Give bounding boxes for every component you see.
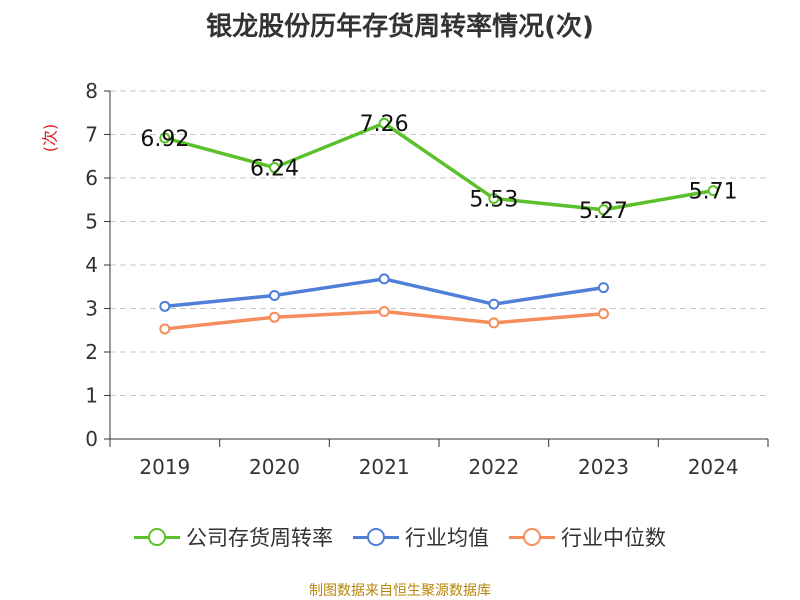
x-tick-label: 2019 bbox=[139, 455, 190, 479]
x-tick-label: 2023 bbox=[578, 455, 629, 479]
y-tick-label: 4 bbox=[85, 253, 98, 277]
data-label: 5.53 bbox=[469, 187, 518, 212]
data-label: 7.26 bbox=[360, 112, 409, 137]
legend-marker-industry-median bbox=[509, 527, 555, 547]
data-point-0 bbox=[159, 132, 171, 144]
data-point-1 bbox=[378, 273, 390, 285]
x-tick-label: 2021 bbox=[359, 455, 410, 479]
legend-item-industry-median[interactable]: 行业中位数 bbox=[509, 522, 666, 552]
legend-marker-company bbox=[134, 527, 180, 547]
y-tick-label: 8 bbox=[85, 79, 98, 103]
data-point-1 bbox=[269, 289, 280, 301]
data-point-1 bbox=[159, 300, 171, 312]
y-tick-label: 2 bbox=[85, 340, 98, 364]
data-point-2 bbox=[598, 308, 609, 320]
source-footer: 制图数据来自恒生聚源数据库 bbox=[309, 583, 491, 599]
legend-item-company[interactable]: 公司存货周转率 bbox=[134, 522, 333, 552]
y-tick-label: 0 bbox=[85, 427, 98, 451]
data-point-0 bbox=[269, 162, 280, 174]
y-tick-label: 1 bbox=[85, 384, 98, 408]
data-label: 6.24 bbox=[250, 157, 299, 182]
legend: 公司存货周转率 行业均值 行业中位数 bbox=[0, 520, 800, 554]
x-tick-label: 2024 bbox=[688, 455, 739, 479]
x-tick-label: 2020 bbox=[249, 455, 300, 479]
data-point-2 bbox=[378, 306, 390, 318]
y-tick-label: 3 bbox=[85, 297, 98, 321]
legend-label-company: 公司存货周转率 bbox=[186, 526, 333, 550]
x-tick-label: 2022 bbox=[468, 455, 519, 479]
data-point-2 bbox=[269, 311, 280, 323]
data-label: 6.92 bbox=[140, 127, 189, 152]
y-tick-label: 6 bbox=[85, 166, 98, 190]
data-label: 5.27 bbox=[579, 199, 628, 224]
y-tick-label: 5 bbox=[85, 210, 98, 234]
legend-item-industry-mean[interactable]: 行业均值 bbox=[353, 522, 489, 552]
data-point-1 bbox=[488, 298, 500, 310]
chart-title: 银龙股份历年存货周转率情况(次) bbox=[206, 12, 594, 42]
series-line-0 bbox=[164, 121, 714, 212]
data-point-0 bbox=[488, 192, 500, 204]
data-point-0 bbox=[378, 117, 390, 129]
data-point-2 bbox=[488, 317, 500, 329]
legend-marker-industry-mean bbox=[353, 527, 399, 547]
data-point-1 bbox=[598, 282, 609, 294]
data-point-0 bbox=[707, 185, 719, 197]
y-tick-label: 7 bbox=[85, 123, 98, 147]
data-point-2 bbox=[159, 323, 171, 335]
legend-label-industry-mean: 行业均值 bbox=[405, 526, 489, 550]
legend-label-industry-median: 行业中位数 bbox=[561, 526, 666, 550]
data-point-0 bbox=[598, 204, 609, 216]
data-label: 5.71 bbox=[689, 180, 738, 205]
